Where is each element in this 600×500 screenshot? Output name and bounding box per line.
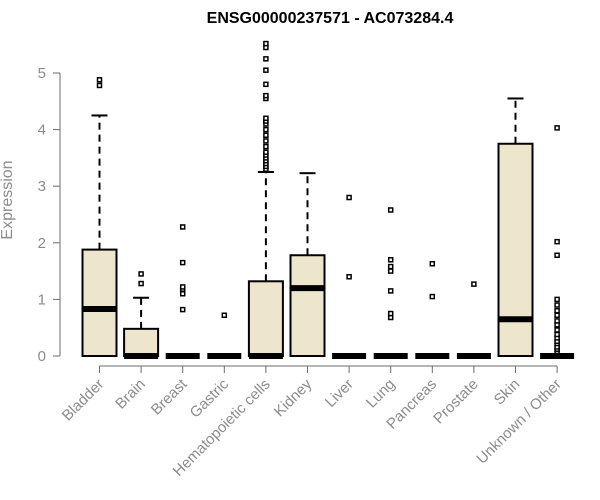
outlier-point (554, 307, 560, 314)
outlier-point (554, 238, 560, 245)
box-group (332, 194, 367, 359)
outlier-point (179, 306, 186, 313)
outlier-point (346, 194, 352, 201)
outlier-point (179, 224, 186, 230)
outlier-point (138, 271, 144, 277)
outlier-point (263, 92, 269, 99)
outlier-point (554, 331, 560, 338)
box (497, 142, 534, 357)
x-tick-label: Lung (363, 376, 399, 412)
outlier-point (263, 81, 269, 88)
outlier-point (429, 260, 436, 267)
x-tick-label: Brain (112, 376, 149, 413)
y-tick-label: 4 (38, 122, 46, 139)
outlier-point (554, 312, 560, 318)
outlier-point (96, 82, 103, 89)
x-tick-label: Skin (491, 376, 524, 409)
box-group (415, 260, 450, 359)
outlier-point (554, 302, 560, 308)
chart-title: ENSG00000237571 - AC073284.4 (207, 10, 454, 27)
outlier-point (179, 259, 186, 266)
outlier-point (221, 312, 228, 318)
outlier-point (554, 125, 560, 131)
box-group (123, 271, 160, 359)
box-group (373, 207, 408, 359)
outlier-point (263, 67, 269, 73)
box-group (497, 97, 534, 357)
box-group (456, 281, 491, 359)
y-tick-label: 1 (38, 291, 46, 308)
y-tick-label: 0 (38, 348, 46, 365)
outlier-point (387, 263, 394, 270)
outlier-point (263, 126, 269, 133)
outlier-point (263, 56, 269, 62)
box-group (289, 172, 326, 357)
box (247, 280, 284, 357)
outlier-point (387, 207, 394, 213)
box-group (540, 125, 575, 359)
outlier-point (263, 40, 269, 47)
outlier-point (263, 143, 269, 150)
outlier-point (387, 257, 394, 263)
x-tick-label: Liver (322, 376, 357, 411)
box (123, 327, 160, 357)
outlier-point (387, 268, 394, 274)
outlier-point (179, 290, 186, 297)
outlier-point (554, 327, 560, 333)
outlier-point (387, 288, 394, 294)
box-group (165, 224, 200, 359)
y-tick-label: 3 (38, 178, 46, 195)
box-group (81, 77, 118, 357)
outlier-point (554, 318, 560, 324)
x-tick-label: Prostate (430, 376, 482, 428)
outlier-point (429, 293, 436, 300)
box (81, 248, 118, 357)
outlier-point (346, 274, 352, 280)
plot-area (81, 40, 575, 359)
y-tick-label: 5 (38, 65, 46, 82)
outlier-point (179, 284, 186, 290)
outlier-point (554, 252, 560, 259)
outlier-point (96, 77, 103, 83)
outlier-point (138, 280, 144, 287)
x-tick-label: Bladder (59, 376, 108, 425)
y-tick-label: 2 (38, 235, 46, 252)
box-group (207, 312, 242, 359)
y-axis-label: Expression (0, 160, 16, 239)
box (289, 254, 326, 357)
outlier-point (387, 310, 394, 317)
x-tick-label: Kidney (271, 375, 316, 420)
outlier-point (263, 149, 269, 155)
outlier-point (554, 296, 560, 303)
x-tick-label: Breast (148, 375, 191, 418)
outlier-point (263, 138, 269, 144)
outlier-point (263, 132, 269, 139)
box-group (247, 40, 284, 359)
outlier-point (263, 115, 269, 122)
outlier-point (471, 281, 477, 287)
